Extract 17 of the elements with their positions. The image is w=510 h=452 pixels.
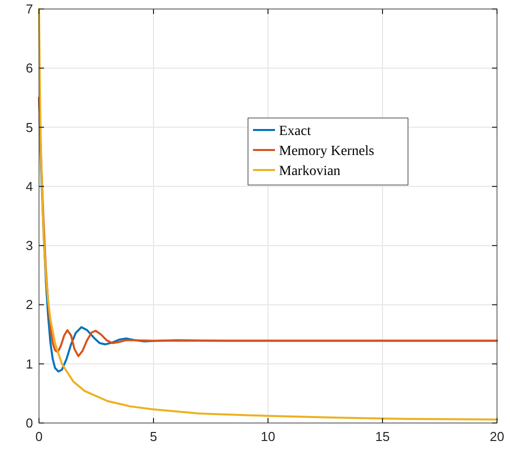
y-tick-label: 7 [26, 2, 33, 16]
x-tick-label: 20 [490, 429, 504, 444]
legend-label: Memory Kernels [279, 144, 374, 159]
y-tick-label: 1 [26, 356, 33, 372]
y-tick-label: 6 [26, 60, 33, 76]
y-tick-label: 5 [26, 120, 33, 135]
legend-label: Markovian [279, 164, 340, 179]
line-series [38, 8, 498, 420]
x-tick-label: 0 [35, 429, 43, 444]
y-tick-label: 3 [26, 238, 33, 254]
y-tick-label: 4 [26, 178, 33, 194]
y-tick-label: 0 [26, 416, 33, 430]
x-tick-label: 10 [260, 429, 276, 444]
x-tick-label: 15 [375, 429, 390, 444]
x-tick-label: 5 [150, 429, 158, 444]
legend-label: Exact [279, 124, 311, 139]
y-tick-label: 2 [26, 297, 33, 312]
